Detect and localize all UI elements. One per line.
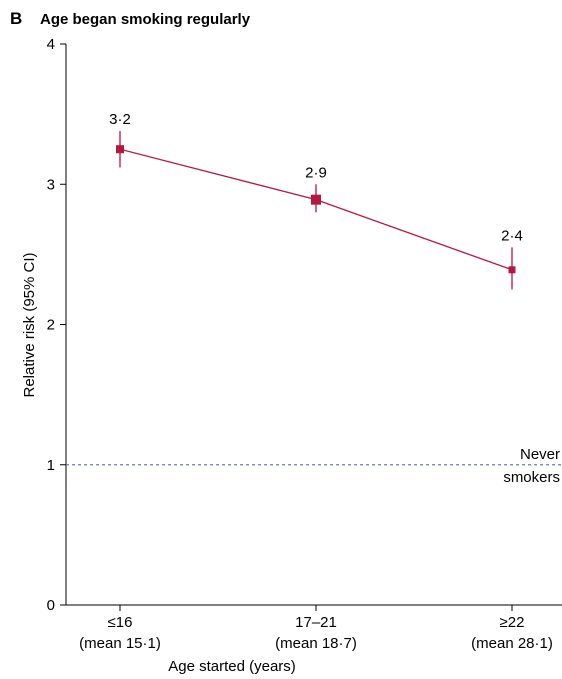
x-axis-label: Age started (years) bbox=[168, 658, 296, 675]
axes: 0 1 2 3 4 ≤16 (mean 15·1) 17–21 (mean 18·7) ≥22 (m… bbox=[47, 36, 562, 652]
y-tick-label: 1 bbox=[47, 457, 55, 474]
data-label: 2·9 bbox=[305, 164, 327, 181]
y-tick-label: 2 bbox=[47, 317, 55, 334]
panel-letter: B bbox=[10, 9, 22, 28]
data-point bbox=[116, 145, 124, 154]
x-tick-sublabel: (mean 28·1) bbox=[471, 635, 553, 652]
data-label: 3·2 bbox=[109, 111, 131, 128]
x-tick-sublabel: (mean 18·7) bbox=[275, 635, 357, 652]
y-tick-label: 0 bbox=[47, 597, 55, 614]
reference-line-group: Never smokers bbox=[66, 446, 562, 486]
x-tick-label: ≥22 bbox=[500, 614, 525, 631]
data-point bbox=[311, 194, 321, 205]
y-tick-label: 4 bbox=[47, 36, 55, 53]
x-tick-label: ≤16 bbox=[108, 614, 133, 631]
panel-title: Age began smoking regularly bbox=[40, 11, 251, 28]
x-tick-sublabel: (mean 15·1) bbox=[79, 635, 161, 652]
data-point bbox=[508, 266, 516, 274]
reference-label-line2: smokers bbox=[503, 469, 560, 486]
series-group: 3·2 2·9 2·4 bbox=[109, 111, 523, 290]
y-axis-label: Relative risk (95% CI) bbox=[21, 252, 38, 397]
x-tick-label: 17–21 bbox=[295, 614, 337, 631]
reference-label-line1: Never bbox=[520, 446, 560, 463]
y-tick-label: 3 bbox=[47, 176, 55, 193]
data-label: 2·4 bbox=[501, 227, 523, 244]
